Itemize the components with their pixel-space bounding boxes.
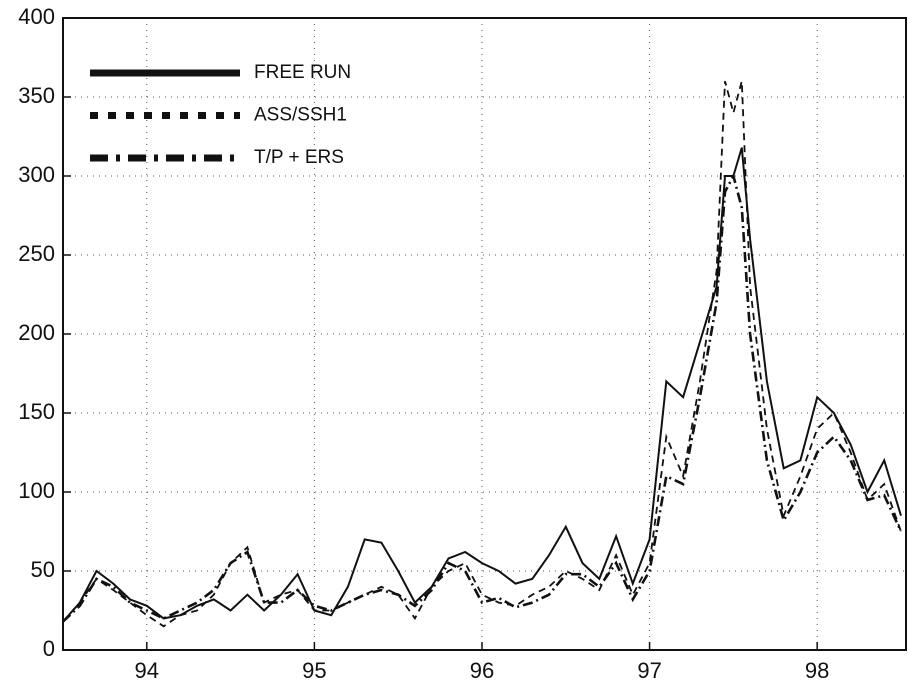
y-tick-label: 150 (18, 399, 55, 424)
y-tick-label: 300 (18, 162, 55, 187)
y-tick-label: 250 (18, 241, 55, 266)
y-tick-label: 50 (31, 557, 55, 582)
y-tick-label: 0 (43, 636, 55, 661)
series-line (62, 172, 903, 623)
series-line (62, 80, 902, 628)
x-tick-label: 94 (135, 658, 159, 683)
x-tick-label: 96 (470, 658, 494, 683)
legend-label: ASS/SSH1 (254, 105, 347, 126)
y-tick-label: 100 (18, 478, 55, 503)
legend-label: T/P + ERS (254, 147, 344, 168)
y-tick-label: 400 (18, 4, 55, 29)
x-tick-label: 95 (302, 658, 326, 683)
x-tick-label: 98 (805, 658, 829, 683)
series-line (62, 147, 902, 623)
y-tick-label: 200 (18, 320, 55, 345)
plot-frame (62, 17, 907, 651)
legend-label: FREE RUN (254, 62, 351, 83)
y-tick-label: 350 (18, 83, 55, 108)
x-tick-label: 97 (637, 658, 661, 683)
